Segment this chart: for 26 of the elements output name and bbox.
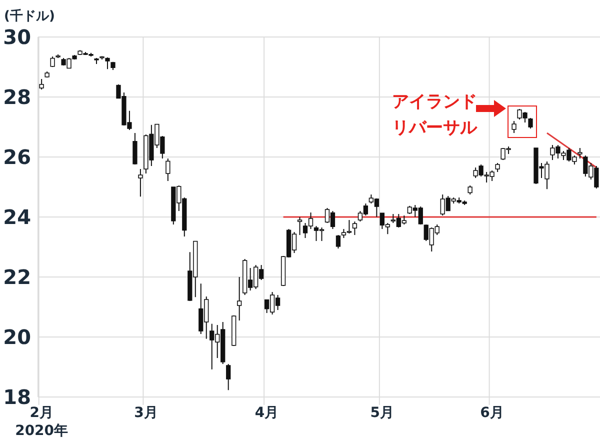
y-tick-label: 22 — [3, 265, 31, 289]
candlestick — [39, 78, 44, 90]
y-axis-title: (千ドル) — [4, 8, 55, 24]
candlestick — [578, 148, 582, 159]
annotation: アイランド — [392, 92, 477, 112]
candlestick — [297, 216, 302, 236]
candlestick — [528, 118, 533, 129]
candlestick — [352, 221, 358, 236]
candlestick — [226, 364, 231, 391]
candlestick — [237, 276, 242, 321]
y-tick-label: 30 — [3, 25, 31, 49]
x-tick-label: 5月 — [370, 405, 394, 421]
x-tick-label: 6月 — [480, 405, 504, 421]
candlestick — [512, 120, 516, 134]
candlestick — [132, 132, 138, 165]
candlestick — [138, 168, 143, 198]
candlestick — [105, 56, 110, 70]
y-tick-label: 24 — [3, 205, 31, 229]
candlestick — [166, 158, 170, 182]
y-tick-label: 28 — [3, 85, 31, 109]
x-tick-label: 4月 — [254, 405, 279, 421]
candlestick — [336, 234, 341, 249]
y-tick-label: 20 — [3, 325, 31, 349]
y-tick-label: 26 — [3, 145, 31, 169]
annotation: リバーサル — [392, 118, 478, 138]
x-tick-label: 3月 — [134, 405, 158, 421]
